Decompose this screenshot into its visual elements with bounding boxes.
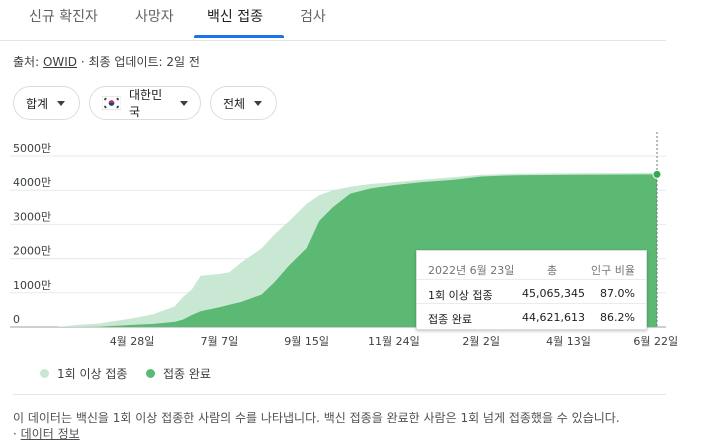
legend-label: 1회 이상 접종 bbox=[57, 367, 128, 381]
tooltip-row-label: 1회 이상 접종 bbox=[428, 289, 493, 302]
tooltip-row-total: 44,621,613 bbox=[522, 311, 585, 324]
source-link[interactable]: OWID bbox=[42, 55, 78, 69]
region-dropdown[interactable]: 대한민국 bbox=[89, 86, 201, 120]
tab-vaccinations[interactable]: 백신 접종 bbox=[207, 9, 263, 25]
hover-marker-point bbox=[652, 169, 662, 179]
tooltip-row-ratio: 86.2% bbox=[600, 311, 635, 324]
active-tab-indicator bbox=[194, 35, 284, 38]
tooltip-row-label: 접종 완료 bbox=[428, 313, 472, 326]
chart-tooltip: 2022년 6월 23일 총 인구 비율 1회 이상 접종 45,065,345… bbox=[416, 250, 647, 330]
last-updated-text: · 최종 업데이트: 2일 전 bbox=[77, 55, 200, 69]
chevron-down-icon bbox=[254, 100, 263, 106]
y-tick-label: 5000만 bbox=[13, 142, 51, 155]
tooltip-col-total: 총 bbox=[547, 264, 558, 277]
x-tick-label: 2월 2일 bbox=[462, 334, 500, 348]
tooltip-date: 2022년 6월 23일 bbox=[428, 264, 515, 277]
legend-item-fully-vaccinated[interactable]: 접종 완료 bbox=[146, 365, 211, 382]
tooltip-row-ratio: 87.0% bbox=[600, 287, 635, 300]
chevron-down-icon bbox=[180, 100, 188, 106]
stats-tab-bar: 신규 확진자 사망자 백신 접종 검사 bbox=[0, 0, 666, 41]
y-tick-label: 0 bbox=[13, 313, 20, 326]
x-tick-label: 4월 28일 bbox=[110, 334, 155, 348]
x-tick-label: 4월 13일 bbox=[546, 334, 591, 348]
tooltip-col-ratio: 인구 비율 bbox=[591, 264, 635, 277]
tooltip-row: 1회 이상 접종 45,065,345 87.0% bbox=[417, 279, 646, 306]
divider bbox=[13, 394, 666, 395]
tooltip-row: 접종 완료 44,621,613 86.2% bbox=[417, 303, 646, 330]
y-tick-label: 2000만 bbox=[13, 245, 51, 258]
y-tick-label: 4000만 bbox=[13, 176, 51, 189]
tab-deaths[interactable]: 사망자 bbox=[135, 9, 174, 25]
tab-new-cases[interactable]: 신규 확진자 bbox=[29, 9, 98, 25]
chevron-down-icon bbox=[57, 100, 66, 106]
legend-item-first-dose[interactable]: 1회 이상 접종 bbox=[40, 365, 127, 382]
scope-dropdown[interactable]: 전체 bbox=[210, 86, 277, 120]
scope-dropdown-label: 전체 bbox=[223, 96, 246, 111]
metric-dropdown-label: 합계 bbox=[26, 96, 49, 111]
legend-swatch bbox=[40, 369, 49, 378]
y-tick-label: 3000만 bbox=[13, 210, 51, 223]
x-tick-label: 9월 15일 bbox=[284, 334, 329, 348]
tab-tests[interactable]: 검사 bbox=[300, 9, 326, 25]
legend-label: 접종 완료 bbox=[163, 367, 211, 381]
footnote-links: · 데이터 정보 bbox=[13, 425, 80, 442]
footnote-separator: · bbox=[13, 427, 17, 441]
source-line: 출처: OWID · 최종 업데이트: 2일 전 bbox=[13, 53, 200, 70]
x-tick-label: 11월 24일 bbox=[368, 334, 420, 348]
region-dropdown-label: 대한민국 bbox=[129, 88, 163, 119]
x-tick-label: 6월 22일 bbox=[633, 334, 678, 348]
data-info-link[interactable]: 데이터 정보 bbox=[20, 427, 80, 441]
metric-dropdown[interactable]: 합계 bbox=[13, 86, 80, 120]
legend-swatch bbox=[146, 369, 155, 378]
y-tick-label: 1000만 bbox=[13, 279, 51, 292]
source-prefix: 출처: bbox=[13, 55, 43, 69]
x-tick-label: 7월 7일 bbox=[200, 334, 238, 348]
tooltip-header-row: 2022년 6월 23일 총 인구 비율 bbox=[417, 255, 646, 281]
footnote-text: 이 데이터는 백신을 1회 이상 접종한 사람의 수를 나타냅니다. 백신 접종… bbox=[13, 411, 620, 425]
south-korea-flag-icon bbox=[102, 96, 122, 110]
tooltip-row-total: 45,065,345 bbox=[522, 287, 585, 300]
